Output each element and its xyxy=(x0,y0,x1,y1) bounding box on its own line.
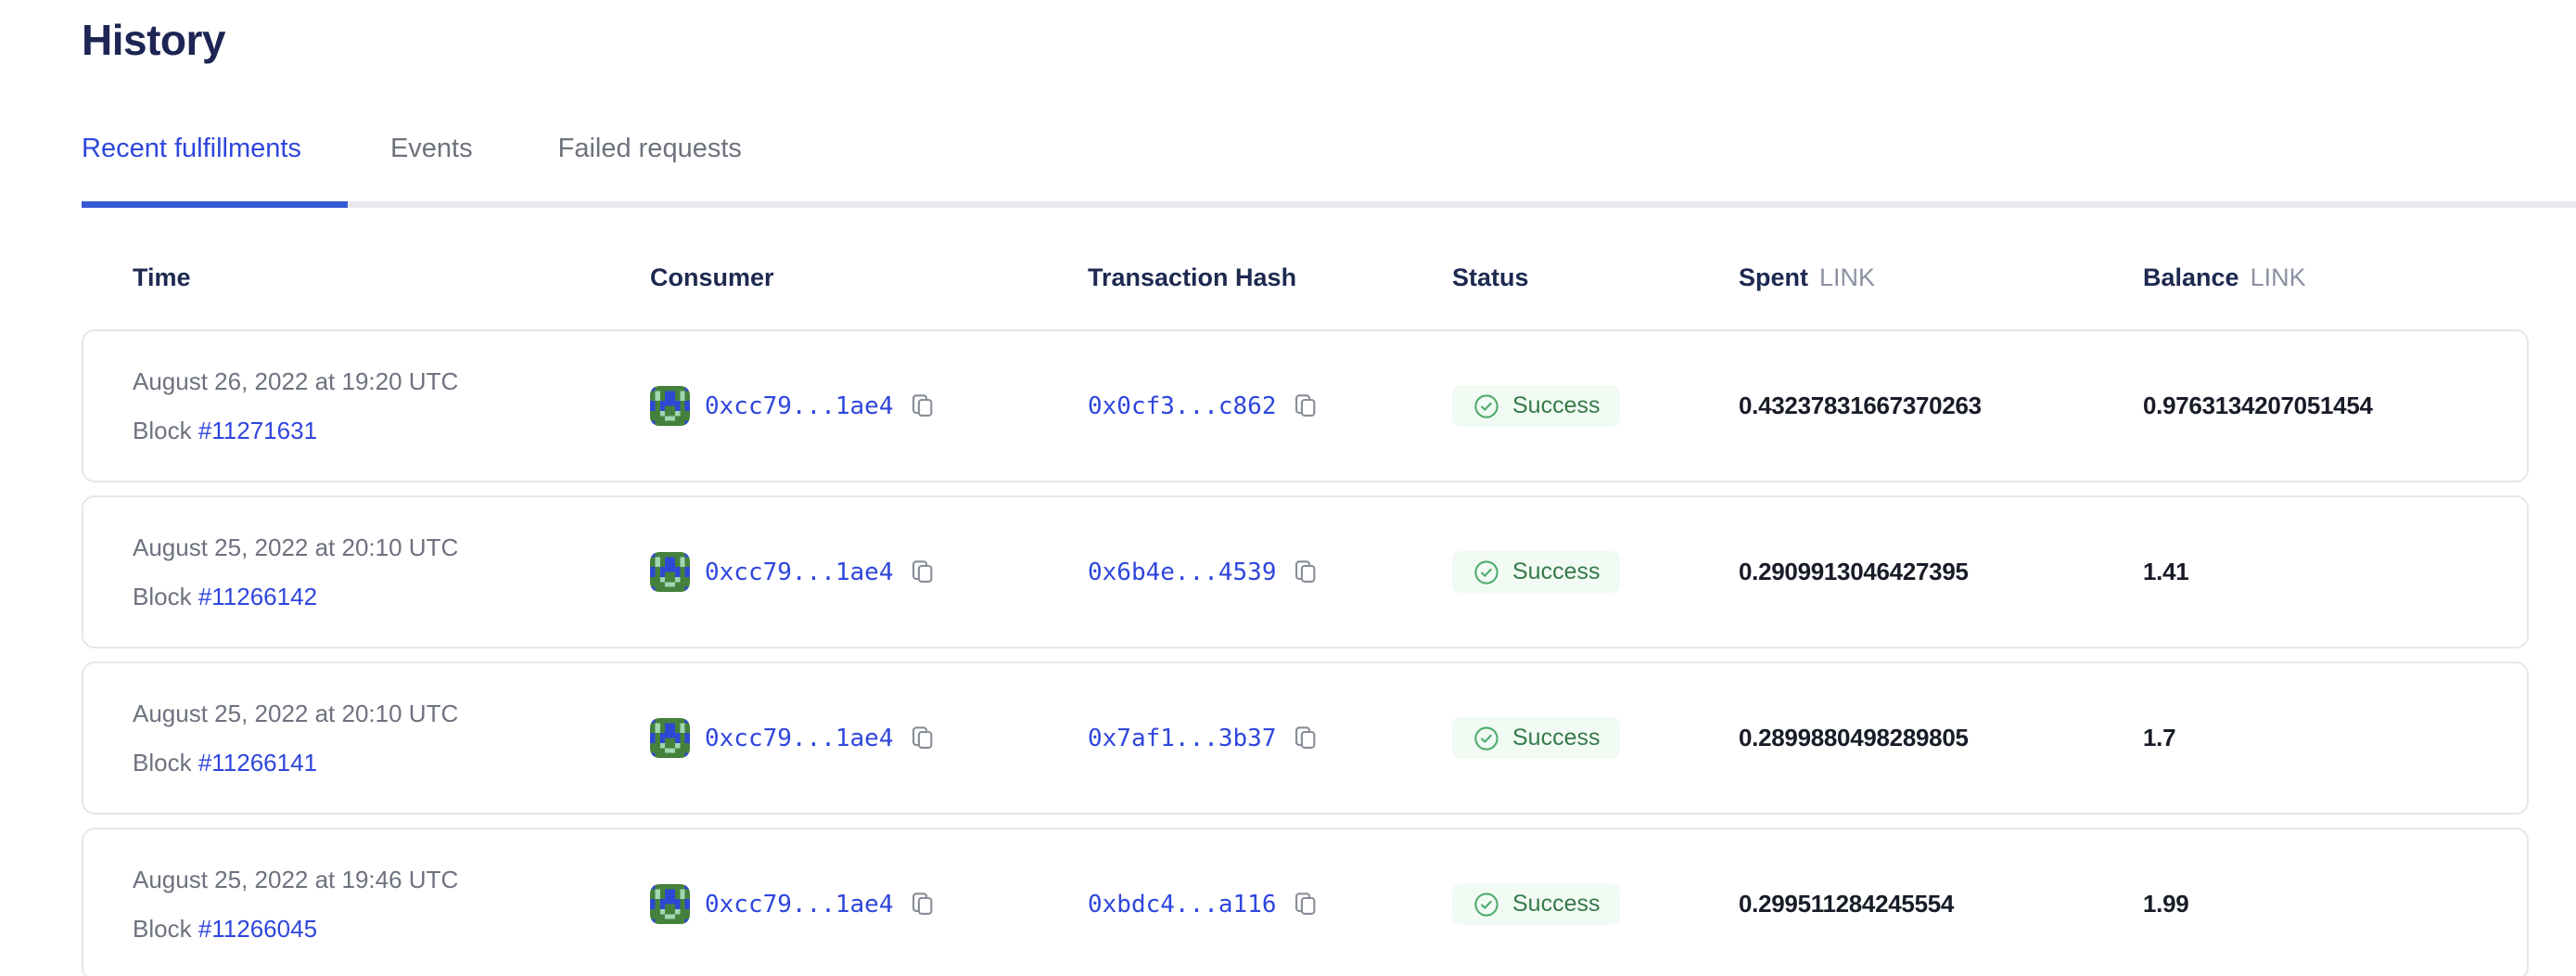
blockie-avatar-icon xyxy=(650,386,690,427)
balance-value: 1.7 xyxy=(2143,724,2176,752)
column-header-balance: Balance LINK xyxy=(2143,263,2306,292)
transaction-hash-link[interactable]: 0x7af1...3b37 xyxy=(1088,724,1277,752)
column-header-spent: Spent LINK xyxy=(1739,263,1876,292)
status-text: Success xyxy=(1512,559,1600,585)
check-circle-icon xyxy=(1474,560,1498,584)
column-header-transaction-hash: Transaction Hash xyxy=(1088,263,1297,292)
balance-value: 1.99 xyxy=(2143,890,2189,918)
consumer-address-link[interactable]: 0xcc79...1ae4 xyxy=(705,890,894,918)
balance-unit-label: LINK xyxy=(2250,263,2306,292)
transaction-hash-link[interactable]: 0x6b4e...4539 xyxy=(1088,558,1277,586)
timestamp: August 26, 2022 at 19:20 UTC xyxy=(133,366,459,395)
timestamp: August 25, 2022 at 19:46 UTC xyxy=(133,865,459,893)
spent-value: 0.2909913046427395 xyxy=(1739,558,1969,586)
page-title: History xyxy=(82,16,225,64)
status-badge: Success xyxy=(1452,551,1621,594)
tab-events[interactable]: Events xyxy=(389,134,473,164)
time-cell: August 25, 2022 at 20:10 UTC Block #1126… xyxy=(133,689,650,788)
block-link[interactable]: #11266142 xyxy=(198,582,318,610)
status-text: Success xyxy=(1512,891,1600,918)
fulfillments-list: August 26, 2022 at 19:20 UTC Block #1127… xyxy=(82,329,2576,976)
consumer-address-link[interactable]: 0xcc79...1ae4 xyxy=(705,558,894,586)
transaction-hash-cell: 0x7af1...3b37 xyxy=(1088,725,1452,752)
copy-icon[interactable] xyxy=(1292,891,1320,918)
block-label: Block xyxy=(133,582,192,610)
block-link[interactable]: #11266141 xyxy=(198,748,318,777)
check-circle-icon xyxy=(1474,726,1498,751)
blockie-avatar-icon xyxy=(650,552,690,593)
spent-value: 0.2899880498289805 xyxy=(1739,724,1969,752)
column-header-time: Time xyxy=(133,263,191,292)
copy-icon[interactable] xyxy=(909,559,937,586)
block-label: Block xyxy=(133,416,192,444)
consumer-cell: 0xcc79...1ae4 xyxy=(650,552,1088,593)
status-badge: Success xyxy=(1452,385,1621,428)
balance-value: 0.9763134207051454 xyxy=(2143,392,2373,420)
copy-icon[interactable] xyxy=(909,891,937,918)
transaction-hash-link[interactable]: 0x0cf3...c862 xyxy=(1088,392,1277,420)
timestamp: August 25, 2022 at 20:10 UTC xyxy=(133,699,459,727)
consumer-address-link[interactable]: 0xcc79...1ae4 xyxy=(705,724,894,752)
tab-failed-requests[interactable]: Failed requests xyxy=(557,134,742,164)
timestamp: August 25, 2022 at 20:10 UTC xyxy=(133,533,459,561)
history-page: History Recent fulfillments Events Faile… xyxy=(0,15,2576,976)
blockie-avatar-icon xyxy=(650,718,690,759)
block-label: Block xyxy=(133,914,192,943)
consumer-cell: 0xcc79...1ae4 xyxy=(650,386,1088,427)
status-cell: Success xyxy=(1452,551,1739,594)
copy-icon[interactable] xyxy=(1292,725,1320,752)
spent-value: 0.43237831667370263 xyxy=(1739,392,1982,420)
blockie-avatar-icon xyxy=(650,884,690,925)
balance-value: 1.41 xyxy=(2143,558,2189,586)
transaction-hash-link[interactable]: 0xbdc4...a116 xyxy=(1088,890,1277,918)
time-cell: August 26, 2022 at 19:20 UTC Block #1127… xyxy=(133,357,650,456)
block-label: Block xyxy=(133,748,192,777)
history-tabs: Recent fulfillments Events Failed reques… xyxy=(82,133,2576,209)
table-row: August 26, 2022 at 19:20 UTC Block #1127… xyxy=(82,329,2529,483)
status-cell: Success xyxy=(1452,717,1739,760)
tab-recent-fulfillments[interactable]: Recent fulfillments xyxy=(82,133,348,209)
time-cell: August 25, 2022 at 20:10 UTC Block #1126… xyxy=(133,523,650,622)
check-circle-icon xyxy=(1474,893,1498,917)
status-text: Success xyxy=(1512,725,1600,751)
copy-icon[interactable] xyxy=(1292,392,1320,420)
table-row: August 25, 2022 at 20:10 UTC Block #1126… xyxy=(82,661,2529,815)
block-link[interactable]: #11266045 xyxy=(198,914,318,943)
consumer-address-link[interactable]: 0xcc79...1ae4 xyxy=(705,392,894,420)
consumer-cell: 0xcc79...1ae4 xyxy=(650,884,1088,925)
status-cell: Success xyxy=(1452,385,1739,428)
copy-icon[interactable] xyxy=(909,725,937,752)
column-header-status: Status xyxy=(1452,263,1529,292)
consumer-cell: 0xcc79...1ae4 xyxy=(650,718,1088,759)
spent-unit-label: LINK xyxy=(1819,263,1876,292)
status-cell: Success xyxy=(1452,883,1739,926)
status-badge: Success xyxy=(1452,717,1621,760)
table-row: August 25, 2022 at 20:10 UTC Block #1126… xyxy=(82,495,2529,649)
copy-icon[interactable] xyxy=(1292,559,1320,586)
spent-value: 0.299511284245554 xyxy=(1739,890,1955,918)
column-header-consumer: Consumer xyxy=(650,263,774,292)
transaction-hash-cell: 0xbdc4...a116 xyxy=(1088,891,1452,918)
time-cell: August 25, 2022 at 19:46 UTC Block #1126… xyxy=(133,855,650,954)
check-circle-icon xyxy=(1474,394,1498,418)
status-badge: Success xyxy=(1452,883,1621,926)
table-header: Time Consumer Transaction Hash Status Sp… xyxy=(82,263,2529,292)
copy-icon[interactable] xyxy=(909,392,937,420)
table-row: August 25, 2022 at 19:46 UTC Block #1126… xyxy=(82,828,2529,976)
transaction-hash-cell: 0x6b4e...4539 xyxy=(1088,559,1452,586)
transaction-hash-cell: 0x0cf3...c862 xyxy=(1088,392,1452,420)
block-link[interactable]: #11271631 xyxy=(198,416,318,444)
status-text: Success xyxy=(1512,392,1600,419)
